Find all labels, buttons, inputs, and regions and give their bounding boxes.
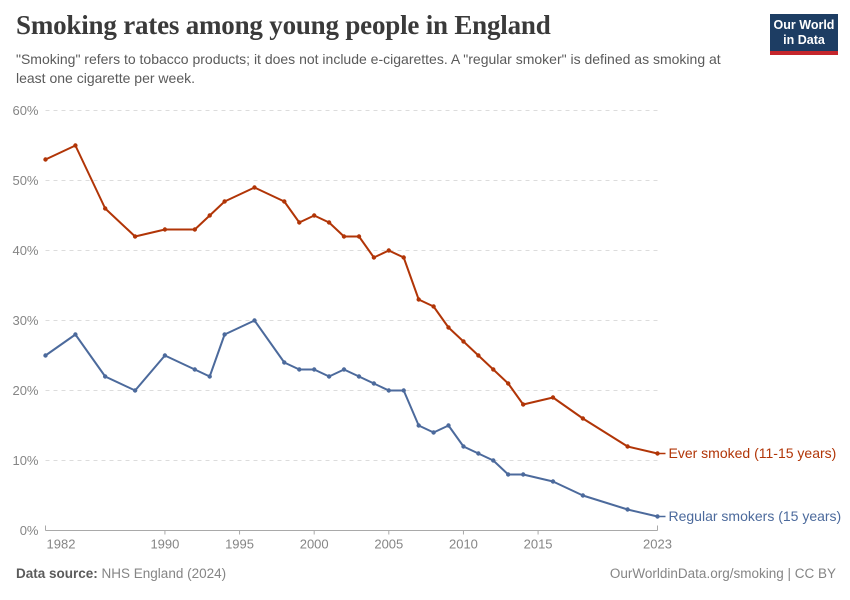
ever-smoked-data-point[interactable]	[43, 157, 48, 162]
ever-smoked-data-point[interactable]	[73, 143, 78, 148]
regular-smokers-data-point[interactable]	[341, 367, 347, 372]
ever-smoked-data-point[interactable]	[162, 227, 168, 232]
regular-smokers-data-point[interactable]	[132, 388, 138, 393]
x-axis-tick-label: 2023	[643, 537, 672, 552]
regular-smokers-data-point[interactable]	[297, 367, 302, 372]
regular-smokers-data-point[interactable]	[446, 423, 451, 428]
data-source-value: NHS England (2024)	[97, 566, 227, 581]
x-axis-tick-label: 1995	[225, 537, 254, 552]
ever-smoked-data-point[interactable]	[252, 185, 257, 190]
regular-smokers-data-point[interactable]	[356, 374, 362, 379]
ever-smoked-data-point[interactable]	[207, 213, 212, 218]
y-axis-tick-label: 0%	[20, 523, 39, 538]
y-axis-tick-label: 30%	[12, 313, 38, 328]
regular-smokers-data-point[interactable]	[655, 514, 660, 519]
regular-smokers-data-point[interactable]	[416, 423, 421, 428]
regular-smokers-data-point[interactable]	[371, 381, 377, 386]
ever-smoked-data-point[interactable]	[341, 234, 347, 239]
y-axis-tick-label: 60%	[12, 103, 38, 118]
regular-smokers-data-point[interactable]	[312, 367, 317, 372]
ever-smoked-data-point[interactable]	[132, 234, 138, 239]
ever-smoked-data-point[interactable]	[371, 255, 377, 260]
chart-footer: Data source: NHS England (2024) OurWorld…	[16, 566, 836, 581]
regular-smokers-data-point[interactable]	[103, 374, 108, 379]
ever-smoked-data-point[interactable]	[401, 255, 406, 260]
x-axis-tick-label: 2010	[449, 537, 478, 552]
ever-smoked-data-point[interactable]	[312, 213, 317, 218]
y-axis-tick-label: 20%	[12, 383, 38, 398]
x-axis-tick-label: 2005	[374, 537, 403, 552]
ever-smoked-line[interactable]	[45, 144, 658, 455]
ever-smoked-data-point[interactable]	[655, 451, 660, 456]
x-axis-tick-label: 2015	[524, 537, 553, 552]
regular-smokers-data-point[interactable]	[207, 374, 212, 379]
regular-smokers-data-point[interactable]	[282, 360, 287, 365]
series-label-ever-smoked: Ever smoked (11-15 years)	[669, 445, 837, 461]
y-axis-tick-label: 10%	[12, 453, 38, 468]
regular-smokers-data-point[interactable]	[401, 388, 406, 393]
x-axis-tick-label: 2000	[300, 537, 329, 552]
chart-header: Smoking rates among young people in Engl…	[16, 10, 746, 88]
ever-smoked-data-point[interactable]	[580, 416, 586, 421]
ever-smoked-data-point[interactable]	[222, 199, 227, 204]
owid-logo[interactable]: Our World in Data	[770, 14, 838, 55]
regular-smokers-data-point[interactable]	[162, 353, 168, 358]
regular-smokers-data-point[interactable]	[476, 451, 481, 456]
owid-logo-line2: in Data	[783, 33, 825, 47]
ever-smoked-data-point[interactable]	[491, 367, 496, 372]
data-source: Data source: NHS England (2024)	[16, 566, 226, 581]
ever-smoked-data-point[interactable]	[297, 220, 302, 225]
regular-smokers-data-point[interactable]	[43, 353, 48, 358]
regular-smokers-data-point[interactable]	[326, 374, 332, 379]
footer-link[interactable]: OurWorldinData.org/smoking | CC BY	[609, 566, 836, 581]
regular-smokers-data-point[interactable]	[550, 479, 556, 484]
regular-smokers-data-point[interactable]	[431, 430, 436, 435]
ever-smoked-data-point[interactable]	[356, 234, 362, 239]
regular-smokers-data-point[interactable]	[506, 472, 511, 477]
ever-smoked-data-point[interactable]	[446, 325, 451, 330]
page-title: Smoking rates among young people in Engl…	[16, 10, 551, 40]
ever-smoked-data-point[interactable]	[192, 227, 197, 232]
regular-smokers-data-point[interactable]	[625, 507, 630, 512]
regular-smokers-data-point[interactable]	[222, 332, 227, 337]
x-axis-tick-label: 1990	[150, 537, 179, 552]
regular-smokers-data-point[interactable]	[461, 444, 466, 449]
ever-smoked-data-point[interactable]	[521, 402, 526, 407]
regular-smokers-data-point[interactable]	[580, 493, 586, 498]
ever-smoked-data-point[interactable]	[625, 444, 630, 449]
regular-smokers-data-point[interactable]	[521, 472, 526, 477]
owid-logo-line1: Our World	[773, 18, 835, 32]
regular-smokers-data-point[interactable]	[252, 318, 257, 323]
ever-smoked-data-point[interactable]	[326, 220, 332, 225]
ever-smoked-data-point[interactable]	[416, 297, 421, 302]
chart-subtitle: "Smoking" refers to tobacco products; it…	[16, 51, 721, 86]
regular-smokers-data-point[interactable]	[192, 367, 197, 372]
ever-smoked-data-point[interactable]	[461, 339, 466, 344]
y-axis-tick-label: 40%	[12, 243, 38, 258]
owid-logo-text: Our World in Data	[770, 14, 838, 51]
ever-smoked-data-point[interactable]	[282, 199, 287, 204]
ever-smoked-data-point[interactable]	[103, 206, 108, 211]
owid-logo-stripe	[770, 51, 838, 55]
data-source-label: Data source:	[16, 566, 98, 581]
ever-smoked-data-point[interactable]	[476, 353, 481, 358]
ever-smoked-data-point[interactable]	[386, 248, 391, 253]
ever-smoked-data-point[interactable]	[506, 381, 511, 386]
regular-smokers-data-point[interactable]	[73, 332, 78, 337]
ever-smoked-data-point[interactable]	[431, 304, 436, 309]
x-axis-tick-label: 1982	[47, 537, 76, 552]
ever-smoked-data-point[interactable]	[550, 395, 556, 400]
y-axis-tick-label: 50%	[12, 173, 38, 188]
regular-smokers-data-point[interactable]	[491, 458, 496, 463]
series-label-regular-smokers: Regular smokers (15 years)	[669, 508, 842, 524]
regular-smokers-data-point[interactable]	[386, 388, 391, 393]
regular-smokers-line[interactable]	[44, 319, 658, 518]
